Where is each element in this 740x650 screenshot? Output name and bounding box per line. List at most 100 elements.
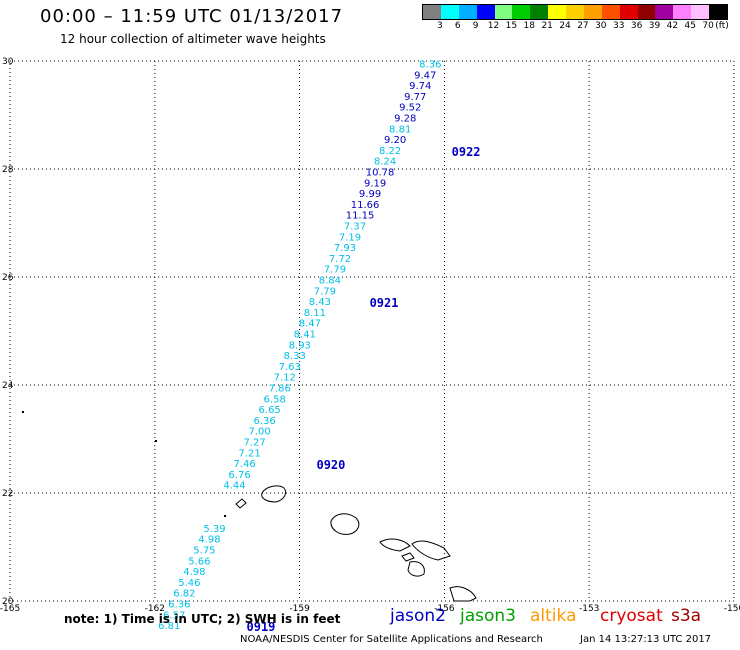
colorbar-label: (ft) — [715, 21, 729, 31]
wave-height-reading: 8.41 — [294, 329, 316, 340]
wave-height-reading: 6.57 — [163, 610, 185, 621]
map-subtitle: 12 hour collection of altimeter wave hei… — [60, 32, 326, 46]
y-tick-label: 22 — [2, 489, 13, 499]
colorbar-label: 70 — [702, 21, 714, 31]
colorbar-label: 21 — [541, 21, 553, 31]
colorbar-label: 30 — [595, 21, 607, 31]
wave-height-reading: 9.20 — [384, 135, 406, 146]
track-time-marker: 0920 — [316, 458, 345, 472]
colorbar-swatch — [566, 5, 584, 19]
x-tick-label: -150 — [724, 604, 740, 614]
wave-height-reading: 7.72 — [329, 254, 351, 265]
colorbar-label: 3 — [437, 21, 443, 31]
wave-height-reading: 7.27 — [243, 437, 265, 448]
wave-height-reading: 8.33 — [284, 351, 306, 362]
wave-height-reading: 6.76 — [228, 470, 250, 481]
wave-height-reading: 11.66 — [351, 200, 380, 211]
colorbar-label: 33 — [612, 21, 625, 31]
wave-height-reading: 8.93 — [289, 340, 311, 351]
x-tick-label: -162 — [145, 604, 165, 614]
y-tick-label: 26 — [2, 273, 14, 283]
wave-height-reading: 8.47 — [299, 319, 321, 330]
colorbar-swatch — [583, 5, 602, 19]
track-time-marker: 0922 — [452, 145, 481, 159]
island-coastline — [449, 586, 477, 602]
colorbar-swatch — [709, 5, 727, 19]
colorbar-label: 6 — [454, 21, 461, 31]
colorbar-label: 9 — [472, 21, 479, 31]
wave-height-reading: 6.36 — [168, 599, 190, 610]
wave-height-reading: 9.74 — [409, 81, 431, 92]
colorbar-swatch — [476, 5, 495, 19]
wave-height-reading: 8.36 — [419, 59, 441, 70]
x-tick-label: -156 — [434, 604, 455, 614]
wave-height-reading: 6.58 — [264, 394, 286, 405]
colorbar-label: 42 — [666, 21, 679, 31]
colorbar-label: 45 — [684, 21, 696, 31]
footer-note: note: 1) Time is in UTC; 2) SWH is in fe… — [64, 612, 341, 626]
generated-timestamp: Jan 14 13:27:13 UTC 2017 — [580, 634, 712, 645]
colorbar-swatch — [637, 5, 656, 19]
wave-height-reading: 6.36 — [254, 416, 276, 427]
wave-height-reading: 8.84 — [319, 275, 341, 286]
colorbar-swatch — [458, 5, 477, 19]
colorbar-swatch — [601, 5, 620, 19]
colorbar-label: 18 — [523, 21, 536, 31]
wave-height-reading: 6.81 — [158, 621, 180, 632]
wave-height-reading: 9.47 — [414, 70, 436, 81]
wave-height-reading: 7.86 — [269, 383, 291, 394]
wave-height-reading: 8.11 — [304, 308, 326, 319]
wave-height-reading: 7.19 — [339, 232, 361, 243]
track-time-marker: 0921 — [370, 296, 399, 310]
colorbar-label: 39 — [648, 21, 661, 31]
legend-cryosat: cryosat — [600, 606, 663, 626]
island-coastline — [379, 538, 411, 552]
x-tick-label: -159 — [289, 604, 310, 614]
wave-height-reading: 7.12 — [274, 373, 296, 384]
wave-height-reading: 7.21 — [238, 448, 260, 459]
island-coastline — [330, 513, 360, 535]
island-coastline — [261, 485, 287, 503]
colorbar-swatch — [494, 5, 513, 19]
wave-height-reading: 9.52 — [399, 103, 421, 114]
credit-line: NOAA/NESDIS Center for Satellite Applica… — [240, 634, 543, 645]
y-tick-label: 28 — [2, 165, 14, 175]
wave-height-reading: 7.37 — [344, 221, 366, 232]
wave-height-reading: 8.22 — [379, 146, 401, 157]
wave-height-reading: 7.79 — [314, 286, 336, 297]
map-frame — [9, 60, 735, 602]
wave-height-reading: 8.43 — [309, 297, 331, 308]
wave-height-reading: 5.46 — [178, 578, 200, 589]
wave-height-reading: 6.65 — [259, 405, 281, 416]
wave-height-reading: 4.98 — [183, 567, 205, 578]
island-coastline — [411, 540, 451, 561]
map-title: 00:00 – 11:59 UTC 01/13/2017 — [40, 6, 344, 27]
colorbar-swatch — [655, 5, 674, 19]
wave-height-reading: 9.99 — [359, 189, 381, 200]
islet-dot — [155, 440, 157, 442]
wave-height-reading: 7.00 — [249, 427, 271, 438]
wave-height-reading: 10.78 — [366, 167, 395, 178]
legend-s3a: s3a — [671, 606, 702, 626]
legend-jason2: jason2 — [390, 606, 446, 626]
island-coastline — [407, 561, 425, 577]
colorbar-swatch — [619, 5, 638, 19]
y-tick-label: 30 — [2, 57, 14, 67]
colorbar-swatch — [512, 5, 531, 19]
colorbar-label: 12 — [487, 21, 500, 31]
colorbar-label: 24 — [559, 21, 571, 31]
wave-height-reading: 4.44 — [223, 481, 245, 492]
wave-height-reading: 9.28 — [394, 113, 416, 124]
wave-height-reading: 7.79 — [324, 265, 346, 276]
y-tick-label: 20 — [2, 597, 14, 607]
wave-height-reading: 7.46 — [233, 459, 255, 470]
wave-height-reading: 6.82 — [173, 589, 195, 600]
track-time-marker: 0919 — [247, 620, 276, 634]
colorbar-swatch — [440, 5, 459, 19]
wave-height-reading: 8.81 — [389, 124, 411, 135]
colorbar-swatch — [423, 5, 441, 19]
wave-height-reading: 7.63 — [279, 362, 301, 373]
legend-jason3: jason3 — [460, 606, 516, 626]
colorbar-swatch — [530, 5, 549, 19]
